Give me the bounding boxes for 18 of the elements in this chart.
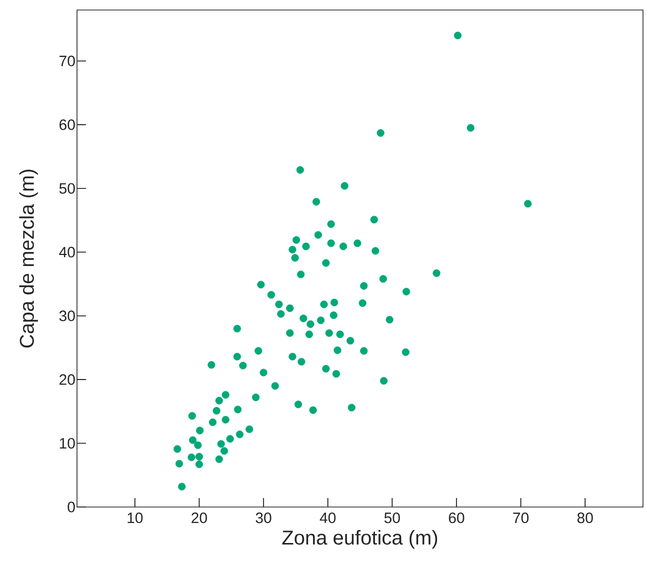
y-tick-label: 60 — [60, 119, 75, 130]
x-tick-label: 30 — [256, 512, 272, 524]
x-tick-label: 10 — [128, 512, 143, 524]
x-tick-label: 50 — [384, 512, 400, 524]
x-tick-label: 60 — [448, 512, 464, 524]
y-axis-title: Capa de mezcla (m) — [19, 170, 38, 348]
x-tick-label: 20 — [192, 512, 207, 524]
y-tick-label: 0 — [68, 502, 75, 512]
y-tick-label: 20 — [60, 374, 75, 385]
y-tick-label: 50 — [59, 183, 75, 194]
x-tick-label: 70 — [513, 512, 529, 524]
x-tick-label: 80 — [577, 512, 593, 524]
y-tick-label: 70 — [60, 56, 75, 66]
x-tick-label: 40 — [320, 512, 336, 524]
x-axis-title: Zona eufotica (m) — [282, 530, 438, 549]
y-tick-label: 30 — [59, 310, 75, 322]
y-tick-label: 40 — [59, 246, 75, 258]
y-tick-label: 10 — [60, 438, 75, 449]
